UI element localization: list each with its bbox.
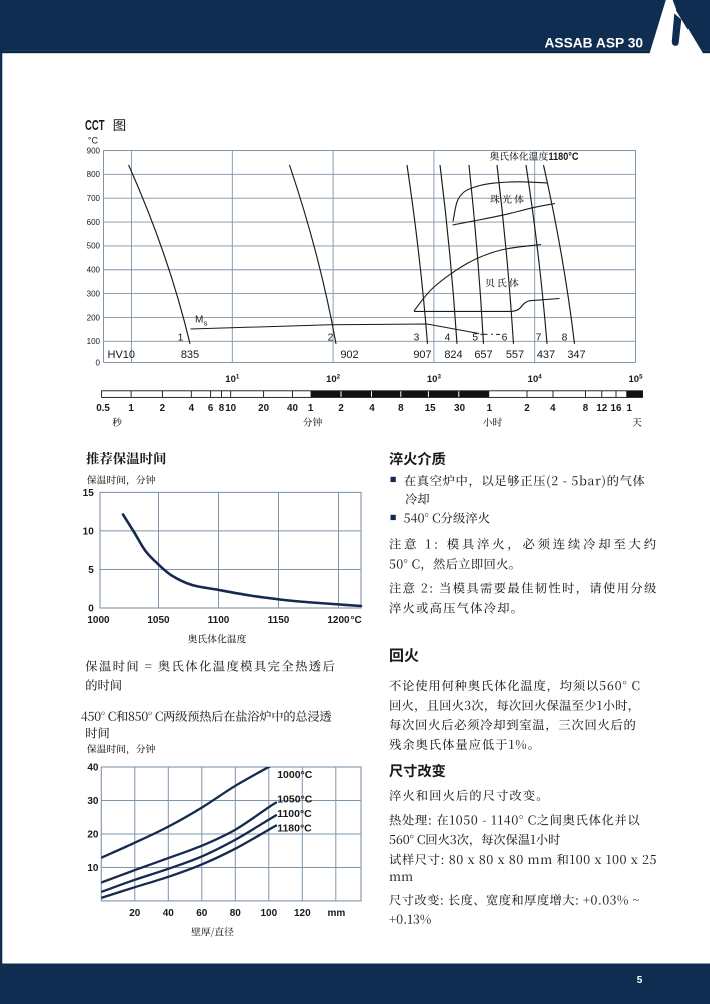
svg-text:4: 4 bbox=[445, 332, 451, 343]
svg-text:8: 8 bbox=[562, 332, 568, 343]
svg-text:2: 2 bbox=[524, 403, 530, 414]
svg-text:2: 2 bbox=[328, 332, 334, 343]
svg-text:30: 30 bbox=[87, 796, 99, 807]
svg-text:102: 102 bbox=[326, 374, 341, 386]
svg-text:824: 824 bbox=[444, 349, 462, 361]
svg-text:900: 900 bbox=[87, 146, 101, 155]
svg-text:657: 657 bbox=[474, 349, 492, 361]
svg-text:103: 103 bbox=[427, 374, 442, 386]
svg-text:5: 5 bbox=[88, 565, 94, 576]
svg-text:600: 600 bbox=[87, 218, 101, 227]
svg-text:60: 60 bbox=[196, 908, 208, 919]
svg-text:4: 4 bbox=[189, 403, 195, 414]
svg-text:12: 12 bbox=[596, 403, 607, 414]
svg-text:6: 6 bbox=[208, 403, 214, 414]
svg-text:15: 15 bbox=[425, 403, 436, 414]
svg-text:30: 30 bbox=[454, 403, 465, 414]
svg-text:1150: 1150 bbox=[268, 615, 290, 626]
svg-text:1: 1 bbox=[308, 403, 314, 414]
svg-text:20: 20 bbox=[87, 830, 99, 841]
svg-text:100: 100 bbox=[87, 337, 101, 346]
svg-text:101: 101 bbox=[225, 374, 240, 386]
svg-text:40: 40 bbox=[163, 908, 175, 919]
svg-text:500: 500 bbox=[87, 242, 101, 251]
svg-text:40: 40 bbox=[287, 403, 298, 414]
svg-text:mm: mm bbox=[328, 908, 346, 919]
svg-text:104: 104 bbox=[528, 374, 543, 386]
svg-text:100: 100 bbox=[260, 908, 277, 919]
svg-text:1: 1 bbox=[178, 332, 184, 343]
svg-text:s: s bbox=[204, 318, 208, 327]
svg-text:300: 300 bbox=[87, 289, 101, 298]
svg-text:6: 6 bbox=[502, 332, 508, 343]
svg-text:0: 0 bbox=[96, 358, 101, 367]
svg-text:°C: °C bbox=[88, 135, 99, 145]
svg-text:20: 20 bbox=[258, 403, 269, 414]
svg-text:0.5: 0.5 bbox=[96, 403, 110, 414]
svg-text:10: 10 bbox=[83, 526, 95, 537]
svg-text:700: 700 bbox=[87, 194, 101, 203]
svg-text:ASSAB ASP 30: ASSAB ASP 30 bbox=[545, 36, 644, 52]
svg-text:8: 8 bbox=[583, 403, 589, 414]
svg-text:4: 4 bbox=[369, 403, 375, 414]
svg-text:3: 3 bbox=[414, 332, 420, 343]
svg-text:1: 1 bbox=[128, 403, 134, 414]
svg-text:1180°C: 1180°C bbox=[549, 151, 579, 163]
svg-text:1050: 1050 bbox=[147, 615, 170, 626]
svg-text:437: 437 bbox=[537, 349, 555, 361]
svg-text:7: 7 bbox=[536, 332, 542, 343]
svg-text:20: 20 bbox=[129, 908, 141, 919]
svg-text:40: 40 bbox=[87, 763, 99, 774]
svg-text:16: 16 bbox=[611, 403, 622, 414]
svg-text:1180°C: 1180°C bbox=[277, 823, 312, 835]
svg-text:835: 835 bbox=[181, 349, 199, 361]
svg-text:5: 5 bbox=[637, 975, 643, 986]
svg-text:907: 907 bbox=[413, 349, 431, 361]
svg-text:0: 0 bbox=[88, 604, 94, 615]
svg-text:CCT: CCT bbox=[85, 117, 105, 134]
svg-text:10: 10 bbox=[87, 863, 99, 874]
svg-text:400: 400 bbox=[87, 266, 101, 275]
svg-text:8: 8 bbox=[398, 403, 404, 414]
svg-text:10: 10 bbox=[225, 403, 236, 414]
svg-text:1050°C: 1050°C bbox=[277, 793, 313, 805]
svg-text:8: 8 bbox=[219, 403, 225, 414]
svg-text:°C: °C bbox=[351, 615, 362, 626]
svg-text:15: 15 bbox=[83, 488, 95, 499]
svg-text:1100°C: 1100°C bbox=[277, 808, 312, 820]
svg-text:80: 80 bbox=[230, 908, 242, 919]
svg-text:347: 347 bbox=[567, 349, 585, 361]
svg-text:800: 800 bbox=[87, 170, 101, 179]
svg-text:4: 4 bbox=[550, 403, 556, 414]
svg-text:1000: 1000 bbox=[87, 615, 110, 626]
svg-text:1100: 1100 bbox=[208, 615, 230, 626]
svg-text:105: 105 bbox=[628, 374, 643, 386]
svg-text:1: 1 bbox=[626, 403, 632, 414]
svg-text:5: 5 bbox=[472, 332, 478, 343]
svg-text:557: 557 bbox=[506, 349, 524, 361]
svg-text:1200: 1200 bbox=[327, 615, 350, 626]
svg-text:2: 2 bbox=[160, 403, 166, 414]
svg-text:1: 1 bbox=[487, 403, 493, 414]
svg-text:2: 2 bbox=[338, 403, 344, 414]
svg-text:1000°C: 1000°C bbox=[277, 769, 313, 781]
svg-text:HV10: HV10 bbox=[108, 349, 136, 361]
svg-text:120: 120 bbox=[294, 908, 311, 919]
svg-text:200: 200 bbox=[87, 313, 101, 322]
svg-text:M: M bbox=[195, 315, 203, 326]
svg-text:902: 902 bbox=[340, 349, 358, 361]
